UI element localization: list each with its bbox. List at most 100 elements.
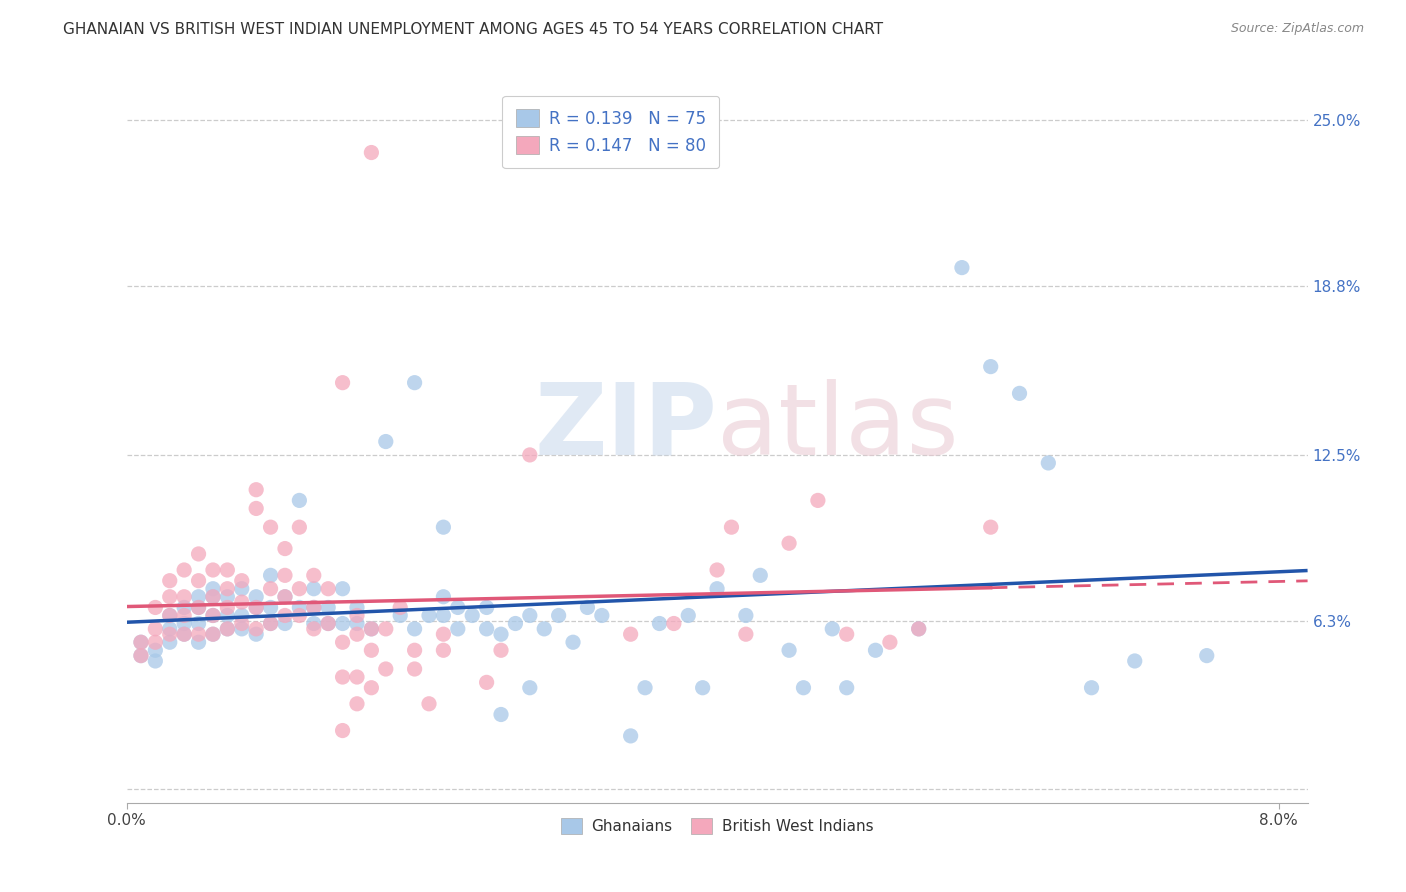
Point [346,627,368,641]
Point [173,590,195,604]
Point [346,600,368,615]
Point [620,729,643,743]
Point [1080,681,1102,695]
Point [259,616,281,631]
Point [404,662,426,676]
Point [187,574,209,588]
Point [201,608,224,623]
Point [807,493,830,508]
Point [980,520,1002,534]
Point [332,635,354,649]
Point [159,622,181,636]
Point [288,493,311,508]
Point [374,434,396,449]
Point [475,600,498,615]
Point [475,675,498,690]
Point [332,376,354,390]
Point [217,563,239,577]
Point [678,608,700,623]
Point [879,635,901,649]
Point [374,662,396,676]
Point [187,547,209,561]
Point [792,681,814,695]
Point [418,608,440,623]
Point [143,600,166,615]
Point [374,622,396,636]
Point [274,616,297,631]
Text: GHANAIAN VS BRITISH WEST INDIAN UNEMPLOYMENT AMONG AGES 45 TO 54 YEARS CORRELATI: GHANAIAN VS BRITISH WEST INDIAN UNEMPLOY… [63,22,883,37]
Point [547,608,569,623]
Point [692,681,714,695]
Point [734,608,756,623]
Point [173,600,195,615]
Point [231,574,253,588]
Text: ZIP: ZIP [534,378,717,475]
Point [288,520,311,534]
Point [360,643,382,657]
Point [835,681,858,695]
Point [302,600,325,615]
Point [576,600,599,615]
Point [231,608,253,623]
Point [245,590,267,604]
Point [835,627,858,641]
Point [404,376,426,390]
Point [217,608,239,623]
Point [143,654,166,668]
Point [346,697,368,711]
Point [302,616,325,631]
Point [461,608,484,623]
Point [187,635,209,649]
Point [173,563,195,577]
Point [360,622,382,636]
Point [720,520,742,534]
Point [316,616,339,631]
Point [591,608,613,623]
Point [274,541,297,556]
Point [159,635,181,649]
Point [648,616,671,631]
Point [907,622,929,636]
Point [201,627,224,641]
Point [302,582,325,596]
Point [316,582,339,596]
Point [821,622,844,636]
Point [201,582,224,596]
Point [187,627,209,641]
Point [432,520,454,534]
Point [519,448,541,462]
Point [706,563,728,577]
Point [129,635,152,649]
Point [187,590,209,604]
Point [259,568,281,582]
Point [274,608,297,623]
Point [187,600,209,615]
Point [432,608,454,623]
Point [316,600,339,615]
Point [245,501,267,516]
Point [734,627,756,641]
Point [489,707,512,722]
Point [173,616,195,631]
Point [360,622,382,636]
Point [231,622,253,636]
Point [245,600,267,615]
Point [302,600,325,615]
Point [245,627,267,641]
Point [274,590,297,604]
Point [706,582,728,596]
Point [865,643,887,657]
Point [316,616,339,631]
Point [173,627,195,641]
Point [950,260,973,275]
Point [217,590,239,604]
Point [389,608,412,623]
Point [259,520,281,534]
Point [432,627,454,641]
Point [778,643,800,657]
Point [143,635,166,649]
Point [187,600,209,615]
Point [231,595,253,609]
Point [634,681,657,695]
Point [778,536,800,550]
